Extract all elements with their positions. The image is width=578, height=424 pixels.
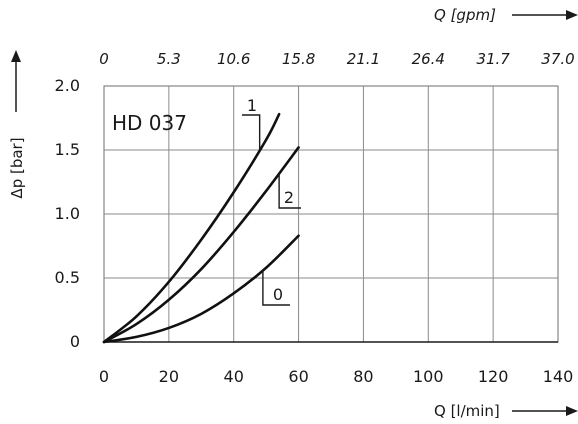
series-tag-label: 0 (273, 285, 283, 304)
x2-tick-label: 10.6 (217, 50, 250, 68)
x2-tick-label: 15.8 (282, 50, 315, 68)
series-tag-leader (262, 270, 290, 306)
x2-axis-arrow (512, 10, 578, 20)
y-tick-label: 0 (70, 332, 80, 351)
x2-tick-label: 31.7 (476, 50, 510, 68)
y-tick-label: 1.5 (55, 140, 80, 159)
y-tick-label: 2.0 (55, 76, 80, 95)
series-line-0 (102, 234, 300, 344)
x2-tick-label: 37.0 (541, 50, 574, 68)
x-tick-label: 80 (353, 367, 373, 386)
x-tick-label: 0 (99, 367, 109, 386)
x-tick-label: 40 (224, 367, 244, 386)
x2-tick-label: 5.3 (157, 50, 181, 68)
x2-tick-label: 21.1 (347, 50, 380, 68)
series-tag-leader (242, 114, 261, 151)
x-tick-label: 60 (288, 367, 308, 386)
y-tick-label: 1.0 (55, 204, 80, 223)
series-tags: 1 2 0 (242, 96, 301, 306)
series-line-2 (102, 146, 300, 344)
model-label: HD 037 (112, 111, 187, 135)
series-tag-leader (278, 173, 301, 209)
x-axis-label: Q [l/min] (434, 402, 500, 420)
x-tick-label: 20 (159, 367, 179, 386)
x-tick-label: 140 (543, 367, 574, 386)
series-tag-label: 1 (247, 96, 257, 115)
y-axis-arrow (11, 50, 21, 112)
y-tick-label: 0.5 (55, 268, 80, 287)
x2-axis-label: Q [gpm] (434, 6, 496, 24)
x-axis-arrow (512, 406, 578, 416)
series-layer (102, 112, 300, 344)
x2-tick-label: 26.4 (412, 50, 445, 68)
x-tick-label: 120 (478, 367, 509, 386)
series-line-1 (102, 112, 281, 344)
series-tag-label: 2 (284, 188, 294, 207)
x2-tick-label: 0 (99, 50, 109, 68)
y-axis-label: Δp [bar] (8, 137, 26, 198)
series-tag-0: 0 (262, 270, 290, 306)
series-tag-2: 2 (278, 173, 301, 209)
x-tick-label: 100 (413, 367, 444, 386)
series-tag-1: 1 (242, 96, 261, 151)
